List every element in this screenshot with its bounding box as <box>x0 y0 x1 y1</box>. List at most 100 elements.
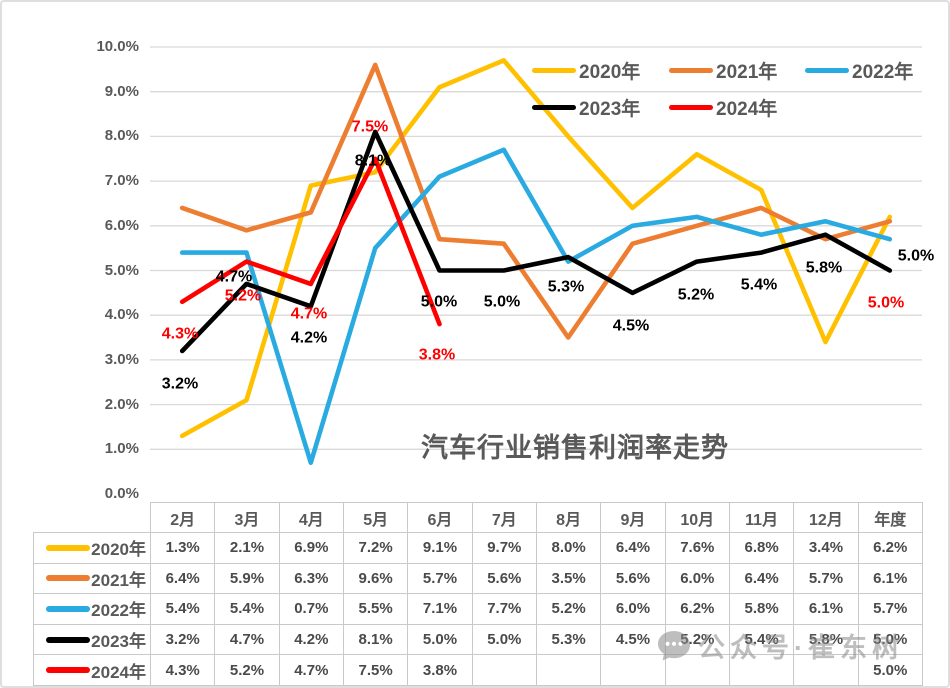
table-corner-cell <box>34 503 151 533</box>
table-cell: 3.4% <box>793 532 859 564</box>
table-cell: 5.4% <box>728 623 795 656</box>
data-label-2023年: 5.3% <box>548 279 584 296</box>
table-cell: 5.6% <box>471 562 537 595</box>
y-tick-label: 8.0% <box>104 127 139 145</box>
table-cell: 5.5% <box>342 593 409 625</box>
data-label-2023年: 5.0% <box>421 294 457 311</box>
y-axis: 10.0% 9.0% 8.0% 7.0% 6.0% 5.0% 4.0% 3.0% 2.0% 1.0… <box>2 2 139 502</box>
table-cell: 5.9% <box>214 562 280 595</box>
y-tick-label: 2.0% <box>104 395 139 413</box>
legend-item-2023: 2023年 <box>532 95 641 120</box>
table-col-header: 2月 <box>149 502 216 533</box>
table-cell: 7.6% <box>664 532 730 564</box>
table-cell: 5.0% <box>857 623 923 656</box>
legend-label: 2021年 <box>716 61 778 83</box>
data-label-2024年: 4.7% <box>291 306 327 323</box>
table-col-header: 8月 <box>535 502 602 533</box>
legend-label: 2023年 <box>579 98 641 120</box>
series-key-line <box>46 605 91 612</box>
table-cell: 4.3% <box>149 654 216 686</box>
series-line-2023年 <box>179 129 893 354</box>
legend-key-2022 <box>805 67 849 73</box>
series-key-line <box>46 636 91 643</box>
data-label-2023年: 4.5% <box>613 318 649 335</box>
legend-item-2022: 2022年 <box>805 58 913 83</box>
table-row-header: 2024年 <box>33 654 151 686</box>
series-name: 2024年 <box>91 662 146 682</box>
table-cell: 5.8% <box>728 593 795 625</box>
legend-item-2021: 2021年 <box>669 58 778 83</box>
data-label-2024年: 5.2% <box>225 288 261 305</box>
table-col-header: 4月 <box>278 502 344 533</box>
data-label-2024年: 5.0% <box>868 295 904 312</box>
table-cell: 5.7% <box>857 593 923 625</box>
series-key-line <box>46 575 91 582</box>
series-name: 2021年 <box>91 570 146 590</box>
data-label-2023年: 5.8% <box>806 260 842 277</box>
data-label-2024年: 3.8% <box>419 347 455 364</box>
data-label-2023年: 3.2% <box>162 376 198 393</box>
data-table: 2月 3月 4月 5月 6月 7月 8月 9月 10月 11月 12月 年度 2020年 1.3% 2.1%… <box>33 502 923 686</box>
table-cell: 6.3% <box>278 562 344 595</box>
legend-item-2020: 2020年 <box>532 58 640 83</box>
table-cell: 6.0% <box>664 562 730 595</box>
table-row-2024年: 2024年 4.3% 5.2% 4.7% 7.5% 3.8% 5.0% <box>33 654 923 686</box>
y-tick-label: 6.0% <box>104 216 139 234</box>
table-cell: 5.0% <box>857 654 923 686</box>
table-col-header: 年度 <box>857 502 923 533</box>
table-cell: 5.4% <box>149 593 216 625</box>
table-cell: 5.7% <box>407 562 473 595</box>
table-cell: 6.1% <box>793 593 859 625</box>
table-cell: 5.2% <box>664 623 730 656</box>
table-cell: 7.1% <box>407 593 473 625</box>
series-name: 2023年 <box>91 632 146 652</box>
series-line-2022年 <box>179 147 893 465</box>
table-col-header: 7月 <box>471 502 537 533</box>
y-tick-label: 9.0% <box>104 82 139 100</box>
y-tick-label: 3.0% <box>104 350 139 368</box>
table-row-header: 2021年 <box>33 562 151 595</box>
table-cell: 5.0% <box>471 623 537 656</box>
chart-title: 汽车行业销售利润率走势 <box>421 433 729 463</box>
table-cell: 9.7% <box>471 532 537 564</box>
table-cell: 5.4% <box>214 593 280 625</box>
y-tick-label: 10.0% <box>96 38 139 55</box>
legend-key-2020 <box>532 67 576 73</box>
table-cell: 7.2% <box>342 532 409 564</box>
data-label-2023年: 8.1% <box>355 153 391 170</box>
table-col-header: 10月 <box>664 502 730 533</box>
table-cell: 2.1% <box>214 532 280 564</box>
table-cell: 7.7% <box>471 593 537 625</box>
table-cell: 8.1% <box>342 623 409 656</box>
table-cell <box>535 654 602 686</box>
table-cell: 4.7% <box>214 623 280 656</box>
data-label-2023年: 4.7% <box>216 269 252 286</box>
table-col-header: 9月 <box>600 502 666 533</box>
legend-key-2024 <box>669 104 713 110</box>
table-cell: 6.4% <box>149 562 216 595</box>
table-cell <box>600 654 666 686</box>
table-row-header: 2020年 <box>33 532 151 564</box>
table-cell: 6.4% <box>728 562 795 595</box>
y-tick-label: 7.0% <box>104 172 139 190</box>
legend-key-2023 <box>532 104 576 110</box>
table-cell: 1.3% <box>149 532 216 564</box>
table-cell: 6.8% <box>728 532 795 564</box>
table-cell <box>664 654 730 686</box>
table-cell <box>793 654 859 686</box>
data-label-2023年: 5.0% <box>484 294 520 311</box>
table-cell: 4.2% <box>278 623 344 656</box>
data-label-2023年: 5.4% <box>741 277 777 294</box>
table-col-header: 6月 <box>407 502 473 533</box>
table-cell: 5.7% <box>793 562 859 595</box>
series-name: 2022年 <box>91 601 146 621</box>
table-cell <box>471 654 537 686</box>
table-cell: 5.2% <box>214 654 280 686</box>
y-tick-label: 1.0% <box>104 440 139 458</box>
series-name: 2020年 <box>91 540 146 560</box>
legend-label: 2024年 <box>716 98 778 120</box>
table-cell: 6.2% <box>857 532 923 564</box>
table-cell: 6.9% <box>278 532 344 564</box>
series-line-2021年 <box>179 62 893 340</box>
table-cell: 6.0% <box>600 593 666 625</box>
